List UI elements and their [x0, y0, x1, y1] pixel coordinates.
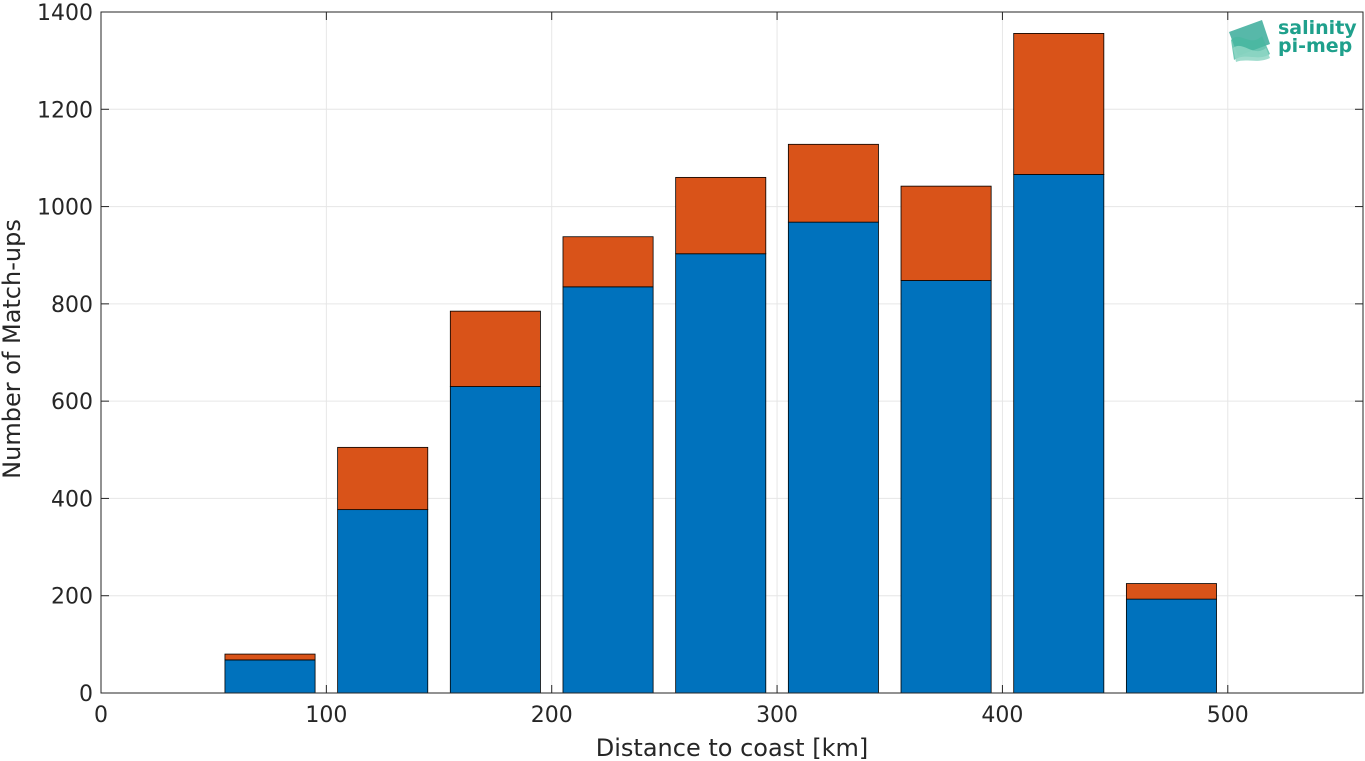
bar-segment-2: [562, 236, 654, 288]
bar-segment-2: [675, 176, 767, 255]
bar-segment-2: [224, 653, 316, 661]
logo-wave-icon: [1229, 20, 1270, 62]
y-axis-label: Number of Match-ups: [0, 219, 26, 479]
ticks: [100, 11, 1363, 694]
salinity-pi-mep-logo: salinity pi-mep: [1229, 17, 1357, 62]
x-tick-label: 200: [531, 703, 573, 728]
y-tick-label: 1000: [37, 196, 93, 221]
bar-segment-1: [337, 509, 429, 694]
x-tick-label: 100: [305, 703, 347, 728]
logo-text-salinity: salinity: [1278, 17, 1357, 39]
bar-segment-2: [1013, 33, 1105, 175]
bar-segment-1: [675, 253, 767, 694]
logo-text-pi-mep: pi-mep: [1278, 35, 1352, 57]
bar-segment-1: [900, 280, 992, 694]
y-tick-label: 1200: [37, 98, 93, 123]
x-tick-label: 500: [1207, 703, 1249, 728]
bar-segment-2: [337, 446, 429, 511]
bar-segment-2: [900, 185, 992, 281]
y-tick-label: 0: [79, 682, 93, 707]
bar-segment-2: [787, 143, 879, 223]
bar-segment-1: [562, 286, 654, 694]
x-tick-label: 0: [94, 703, 108, 728]
y-tick-label: 1400: [37, 1, 93, 26]
y-tick-label: 800: [51, 293, 93, 318]
bar-segment-1: [224, 659, 316, 694]
bar-segment-1: [1013, 174, 1105, 694]
bar-segment-2: [449, 310, 541, 387]
axes-box: [100, 11, 1364, 694]
x-tick-label: 300: [756, 703, 798, 728]
bar-segment-1: [449, 386, 541, 694]
y-tick-label: 400: [51, 487, 93, 512]
x-tick-label: 400: [981, 703, 1023, 728]
tick-labels: 0 100 200 300 400 500 0 200 400 600 800 1000 1200 140…: [37, 1, 1249, 728]
x-axis-label: Distance to coast [km]: [596, 734, 868, 761]
y-tick-label: 600: [51, 390, 93, 415]
bar-segment-1: [787, 221, 879, 694]
bars: [224, 33, 1217, 694]
bar-segment-2: [1125, 583, 1217, 600]
y-tick-label: 200: [51, 585, 93, 610]
bar-segment-1: [1125, 598, 1217, 694]
